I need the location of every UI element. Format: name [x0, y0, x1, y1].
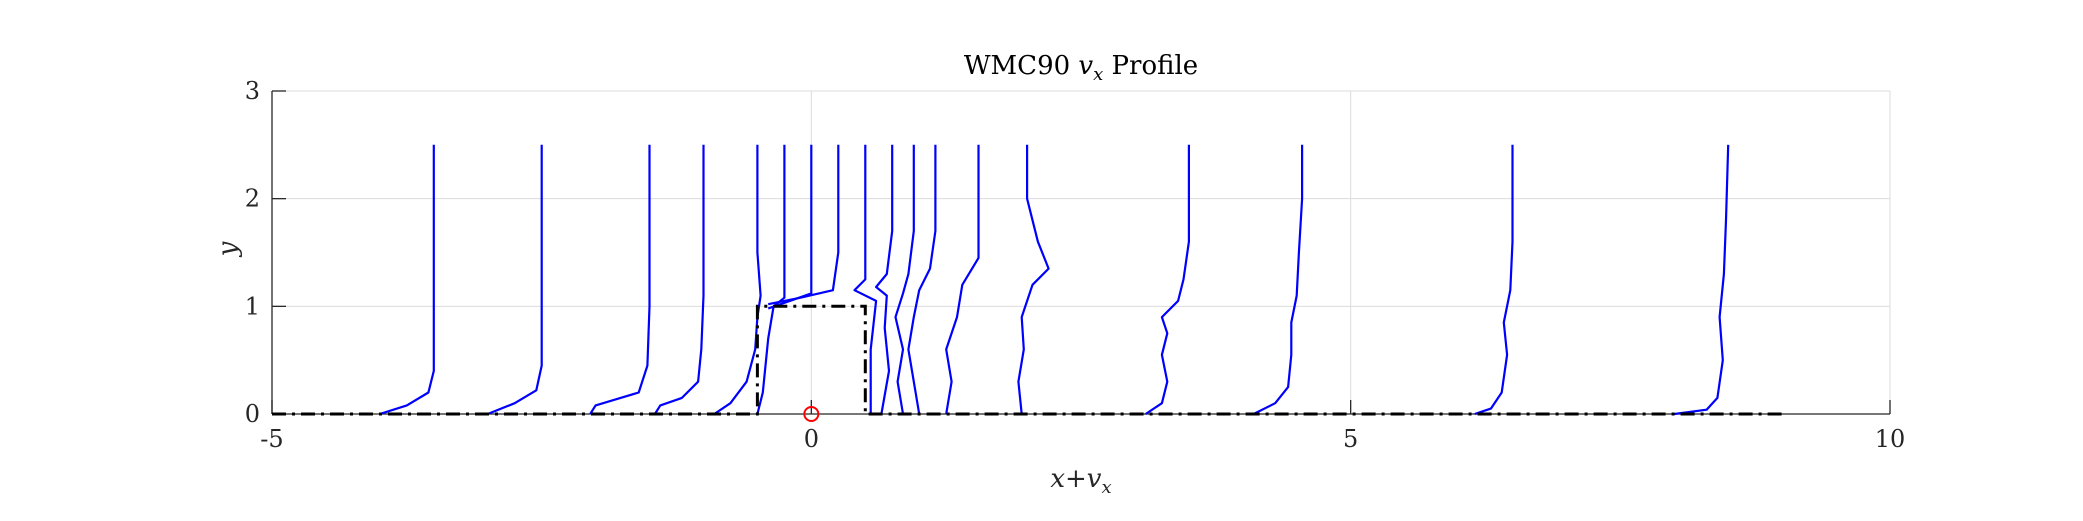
profile-line-9 — [853, 144, 878, 414]
x-axis-label: x+vx — [1050, 464, 1111, 498]
profile-line-10 — [875, 144, 894, 415]
y-tick-label: 2 — [245, 185, 260, 213]
profile-line-5 — [713, 144, 762, 415]
profile-line-11 — [894, 144, 915, 415]
x-tick-label: -5 — [260, 425, 283, 453]
y-axis-label: y — [213, 241, 243, 257]
chart-title: WMC90 vx Profile — [964, 51, 1198, 85]
origin-marker — [803, 406, 820, 422]
overlay-marks — [272, 304, 1783, 422]
plot-background — [272, 91, 1890, 414]
profile-line-14 — [1017, 144, 1050, 415]
profile-line-4 — [653, 144, 705, 415]
profile-line-2 — [487, 144, 543, 416]
wall-outline — [272, 304, 1783, 416]
profile-line-17 — [1474, 144, 1514, 416]
profile-line-15 — [1145, 144, 1190, 415]
profile-line-16 — [1253, 144, 1304, 415]
profile-line-3 — [589, 144, 651, 415]
profile-line-18 — [1674, 144, 1730, 416]
x-tick-label: 0 — [804, 425, 819, 453]
profile-line-13 — [945, 144, 980, 415]
profile-line-1 — [379, 144, 435, 416]
profile-series — [379, 144, 1730, 416]
y-tick-label: 3 — [245, 77, 260, 105]
y-tick-label: 0 — [245, 400, 260, 428]
profile-line-7 — [767, 144, 813, 310]
x-tick-label: 5 — [1343, 425, 1358, 453]
profile-line-8 — [767, 144, 840, 306]
y-tick-label: 1 — [245, 292, 260, 320]
x-tick-label: 10 — [1875, 425, 1906, 453]
profile-line-12 — [907, 144, 937, 415]
